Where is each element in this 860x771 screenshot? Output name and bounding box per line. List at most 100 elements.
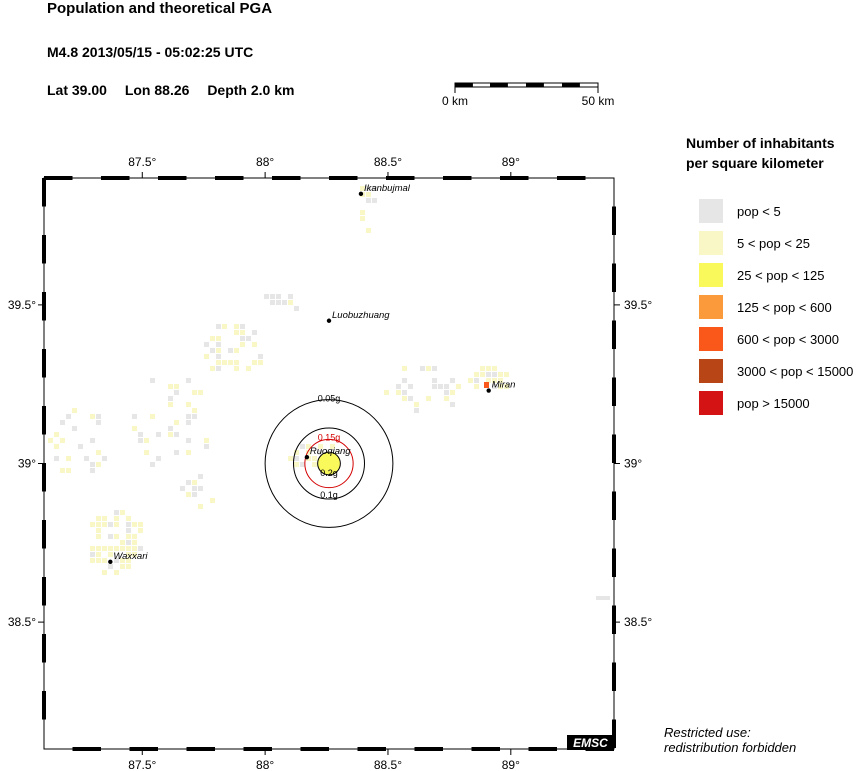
population-cell xyxy=(486,366,491,371)
population-cell xyxy=(150,414,155,419)
city-marker[interactable] xyxy=(304,454,310,460)
population-cell xyxy=(276,294,281,299)
city-marker[interactable] xyxy=(486,388,491,393)
population-cell xyxy=(60,420,65,425)
population-cell xyxy=(372,198,377,203)
population-cell xyxy=(168,384,173,389)
population-cell xyxy=(144,438,149,443)
population-cell xyxy=(444,384,449,389)
population-cell xyxy=(306,444,311,449)
lon-label-top: 87.5° xyxy=(128,155,156,169)
epicenter-high-density xyxy=(318,452,340,475)
population-cell xyxy=(174,390,179,395)
population-cell xyxy=(246,336,251,341)
legend-label: pop > 15000 xyxy=(737,395,810,411)
depth-value: Depth 2.0 km xyxy=(207,82,295,98)
population-cell xyxy=(282,300,287,305)
legend-item: 600 < pop < 3000 xyxy=(699,327,839,351)
population-cell xyxy=(132,426,137,431)
population-cell xyxy=(498,372,503,377)
population-cell xyxy=(186,438,191,443)
population-cell xyxy=(300,444,305,449)
population-cell xyxy=(216,366,221,371)
population-cell xyxy=(492,384,497,389)
legend-swatch xyxy=(699,391,723,415)
population-cell xyxy=(138,432,143,437)
city-label: Ikanbujmal xyxy=(364,183,411,194)
population-cell xyxy=(96,546,101,551)
population-cell xyxy=(498,384,503,389)
lon-label-top: 89° xyxy=(502,155,520,169)
population-cell xyxy=(168,432,173,437)
population-cell xyxy=(504,384,509,389)
population-cell xyxy=(108,564,113,569)
population-cell xyxy=(198,486,203,491)
legend-label: 600 < pop < 3000 xyxy=(737,331,839,347)
lat-label-left: 38.5° xyxy=(8,615,36,629)
population-cell xyxy=(138,438,143,443)
population-cell xyxy=(186,492,191,497)
population-cell xyxy=(186,402,191,407)
population-cell xyxy=(222,324,227,329)
population-cell xyxy=(330,444,335,449)
population-cell xyxy=(216,342,221,347)
population-cell xyxy=(402,396,407,401)
population-cell xyxy=(186,378,191,383)
pga-contour-label: 0.2g xyxy=(320,468,338,478)
population-cell xyxy=(90,546,95,551)
legend-swatch xyxy=(699,359,723,383)
lon-label-bottom: 89° xyxy=(502,758,520,771)
population-cell xyxy=(276,300,281,305)
population-cell xyxy=(114,534,119,539)
population-cell xyxy=(396,384,401,389)
lat-label-right: 38.5° xyxy=(624,615,652,629)
population-cell xyxy=(66,414,71,419)
population-cell xyxy=(312,456,317,461)
scale-bar: 0 km 50 km xyxy=(442,82,614,108)
population-cell xyxy=(264,294,269,299)
pga-contour xyxy=(304,438,354,489)
population-cell xyxy=(96,462,101,467)
population-cell xyxy=(204,444,209,449)
city-marker[interactable] xyxy=(358,191,364,197)
population-cell xyxy=(126,534,131,539)
population-cell xyxy=(360,186,365,191)
population-cell xyxy=(90,552,95,557)
event-location: Lat 39.00 Lon 88.26 Depth 2.0 km xyxy=(47,82,308,98)
population-cell xyxy=(156,432,161,437)
population-cell xyxy=(210,366,215,371)
population-cell xyxy=(228,348,233,353)
legend-swatch xyxy=(699,327,723,351)
population-cell xyxy=(474,378,479,383)
city-label: Luobuzhuang xyxy=(332,310,390,321)
population-cell xyxy=(228,360,233,365)
population-cell xyxy=(402,366,407,371)
population-cell xyxy=(456,384,461,389)
population-cell xyxy=(138,528,143,533)
population-cell xyxy=(198,474,203,479)
city-marker[interactable] xyxy=(108,559,113,565)
population-cell xyxy=(96,414,101,419)
population-cell xyxy=(270,300,275,305)
population-cell xyxy=(96,528,101,533)
population-cell xyxy=(48,438,53,443)
population-cell xyxy=(432,366,437,371)
population-cell xyxy=(96,522,101,527)
lat-label-right: 39° xyxy=(624,457,642,471)
population-cell xyxy=(78,444,83,449)
lon-label-top: 88° xyxy=(256,155,274,169)
legend-swatch xyxy=(699,231,723,255)
population-cell xyxy=(126,528,131,533)
population-cell xyxy=(96,420,101,425)
city-marker[interactable] xyxy=(326,318,332,323)
latitude-value: Lat 39.00 xyxy=(47,82,107,98)
population-cell xyxy=(486,378,491,383)
population-cell xyxy=(186,414,191,419)
population-cell xyxy=(408,396,413,401)
population-cell xyxy=(96,450,101,455)
population-cell xyxy=(60,468,65,473)
population-cell xyxy=(240,342,245,347)
population-cell xyxy=(186,480,191,485)
population-cell xyxy=(66,468,71,473)
